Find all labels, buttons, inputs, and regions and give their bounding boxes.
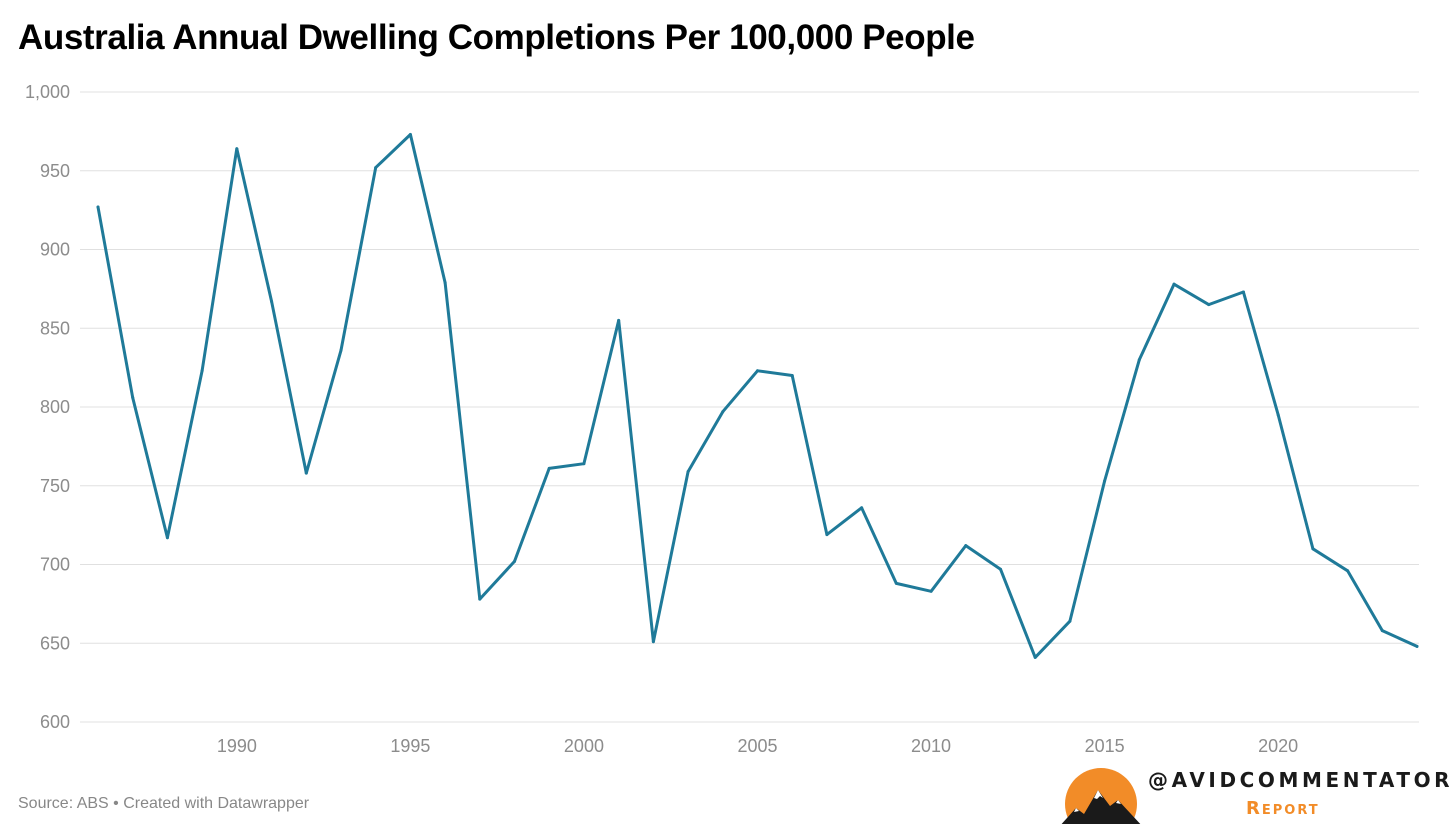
y-axis-ticks: 600 650 700 750 800 850 900 950 1,000	[25, 82, 70, 732]
x-tick-label: 2010	[911, 736, 951, 756]
series-line	[96, 133, 1419, 659]
data-point	[547, 466, 551, 470]
data-point	[617, 318, 621, 322]
data-point	[894, 581, 898, 585]
mountain-sun-logo-icon	[1058, 768, 1144, 828]
data-point	[200, 369, 204, 373]
data-point	[721, 410, 725, 414]
data-point	[374, 166, 378, 170]
data-point	[1346, 569, 1350, 573]
y-tick-label: 800	[40, 397, 70, 417]
data-point	[1241, 290, 1245, 294]
x-tick-label: 1995	[390, 736, 430, 756]
brand-subtitle: Report	[1246, 798, 1320, 819]
x-tick-label: 1990	[217, 736, 257, 756]
series-layer	[96, 133, 1419, 659]
data-point	[825, 533, 829, 537]
y-tick-label: 750	[40, 476, 70, 496]
y-tick-label: 850	[40, 318, 70, 338]
data-point	[1415, 644, 1419, 648]
y-tick-label: 700	[40, 555, 70, 575]
data-point	[686, 470, 690, 474]
data-point	[756, 369, 759, 373]
data-point	[1276, 413, 1280, 417]
data-point	[651, 640, 655, 644]
source-note: Source: ABS • Created with Datawrapper	[18, 795, 310, 812]
data-point	[304, 471, 308, 475]
y-tick-label: 1,000	[25, 82, 70, 102]
data-point	[478, 597, 482, 601]
data-point	[235, 147, 239, 151]
y-tick-label: 900	[40, 240, 70, 260]
data-point	[1033, 655, 1037, 659]
data-point	[1103, 479, 1107, 483]
data-point	[408, 133, 412, 137]
data-point	[339, 348, 343, 352]
data-point	[443, 281, 447, 285]
data-point	[131, 396, 135, 400]
data-point	[1068, 619, 1072, 623]
data-point	[998, 567, 1002, 571]
data-point	[96, 205, 100, 209]
data-point	[582, 462, 586, 466]
x-axis-ticks: 1990 1995 2000 2005 2010 2015 2020	[217, 736, 1298, 756]
brand-handle: @AVIDCOMMENTATOR	[1148, 768, 1454, 792]
x-tick-label: 2000	[564, 736, 604, 756]
x-tick-label: 2020	[1258, 736, 1298, 756]
y-tick-label: 950	[40, 161, 70, 181]
data-point	[1207, 303, 1211, 307]
data-point	[860, 506, 864, 510]
data-point	[1172, 282, 1176, 286]
data-point	[929, 589, 933, 593]
data-point	[1137, 358, 1141, 362]
data-point	[790, 374, 794, 377]
chart-title: Australia Annual Dwelling Completions Pe…	[18, 18, 975, 57]
x-tick-label: 2015	[1085, 736, 1125, 756]
data-point	[1311, 547, 1315, 551]
data-point	[964, 544, 968, 548]
data-point	[270, 299, 274, 303]
y-tick-label: 600	[40, 712, 70, 732]
data-point	[1380, 629, 1384, 633]
data-point	[165, 536, 169, 540]
gridlines	[80, 91, 1419, 723]
x-tick-label: 2005	[737, 736, 777, 756]
data-point	[513, 559, 517, 563]
y-tick-label: 650	[40, 633, 70, 653]
